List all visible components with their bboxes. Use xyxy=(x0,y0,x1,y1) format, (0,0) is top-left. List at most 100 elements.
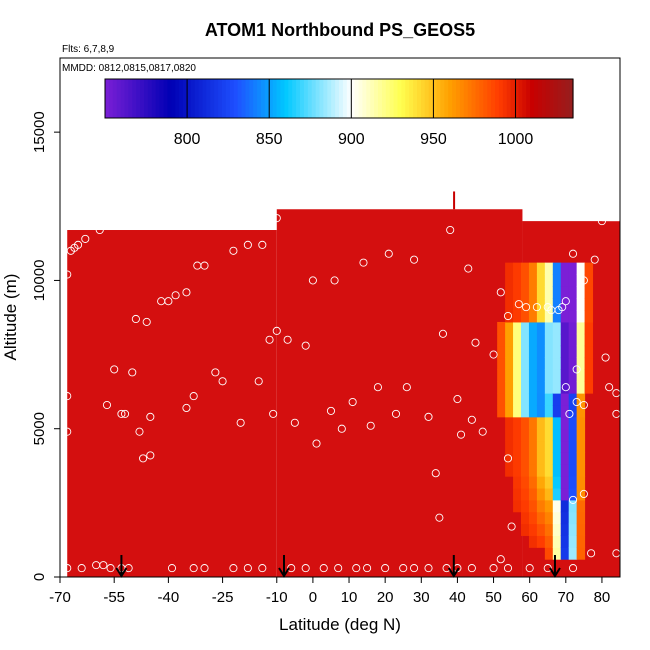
field-cell xyxy=(584,310,594,323)
observation-point xyxy=(229,564,238,573)
arrow-head xyxy=(549,567,561,578)
observation-point xyxy=(568,249,578,258)
field-cell xyxy=(536,369,546,382)
field-cell xyxy=(568,428,578,442)
y-axis: 0 5000 10000 15000 xyxy=(31,111,60,581)
y-tick-label: 5000 xyxy=(31,412,48,445)
field-cell xyxy=(552,476,562,489)
pressure-field xyxy=(67,58,620,578)
field-cell xyxy=(521,274,530,287)
field-cell xyxy=(521,440,530,453)
field-cell xyxy=(536,523,546,536)
field-cell xyxy=(576,310,586,323)
field-cell xyxy=(528,511,538,525)
field-cell xyxy=(544,488,554,501)
field-cell xyxy=(576,404,586,418)
field-cell xyxy=(513,262,522,275)
field-cell xyxy=(536,416,546,430)
field-cell xyxy=(560,428,570,442)
field-cell xyxy=(528,523,538,536)
field-cell xyxy=(536,428,546,442)
observation-point xyxy=(269,409,278,418)
observation-point xyxy=(489,350,498,359)
x-axis: -70 -55 -40 -25 -10 0 10 20 30 40 50 60 70 80 xyxy=(49,577,610,606)
y-axis-label: Altitude (m) xyxy=(1,274,20,361)
field-cell xyxy=(513,274,522,287)
colorbar-segment xyxy=(253,79,258,118)
field-cell xyxy=(552,404,562,418)
observation-point xyxy=(258,564,267,573)
field-cell xyxy=(568,488,578,501)
observation-point xyxy=(189,392,198,401)
observation-point xyxy=(431,469,440,478)
colorbar-tick-label: 900 xyxy=(338,131,365,148)
field-cell xyxy=(552,464,562,477)
field-cell xyxy=(497,321,506,335)
observation-point xyxy=(74,240,83,249)
observation-point xyxy=(352,564,361,573)
observation-point xyxy=(558,303,567,312)
flights-label: Flts: 6,7,8,9 xyxy=(62,44,115,55)
colorbar-segment xyxy=(471,79,477,118)
colorbar-segment xyxy=(424,79,430,118)
field-cell xyxy=(521,416,530,430)
field-cell xyxy=(544,404,554,418)
x-tick-label: 50 xyxy=(485,589,502,606)
colorbar-segment xyxy=(545,79,551,118)
colorbar-segment xyxy=(459,79,465,118)
colorbar-segment xyxy=(335,79,340,118)
x-axis-label: Latitude (deg N) xyxy=(279,615,401,634)
field-cell xyxy=(576,262,586,275)
field-cell xyxy=(497,357,506,370)
observation-point xyxy=(381,564,390,573)
field-cell xyxy=(544,393,554,406)
observation-point xyxy=(543,564,552,573)
field-cell xyxy=(536,488,546,501)
chart-title: ATOM1 Northbound PS_GEOS5 xyxy=(205,20,475,40)
field-cell xyxy=(528,286,538,299)
observation-point xyxy=(384,249,393,258)
observation-point xyxy=(438,329,448,338)
observation-point xyxy=(258,240,267,249)
field-cell xyxy=(552,547,562,560)
colorbar-segment xyxy=(393,79,399,118)
observation-point xyxy=(399,564,408,573)
field-cell xyxy=(544,428,554,442)
colorbar-segment xyxy=(483,79,488,118)
field-cell xyxy=(521,310,530,323)
observation-point xyxy=(142,317,151,326)
y-tick-label: 0 xyxy=(31,573,48,581)
colorbar-segment xyxy=(124,79,129,118)
observation-point xyxy=(348,397,357,407)
field-cell xyxy=(513,369,522,382)
observation-point xyxy=(167,564,177,573)
field-cell xyxy=(528,298,538,311)
observation-point xyxy=(290,418,299,427)
colorbar-segment xyxy=(405,79,410,118)
field-cell xyxy=(521,511,530,525)
field-cell xyxy=(505,393,514,406)
colorbar-segment xyxy=(401,79,406,118)
observation-point xyxy=(572,397,581,407)
colorbar-segment xyxy=(565,79,570,118)
field-cell xyxy=(552,357,562,370)
field-cell xyxy=(521,404,530,418)
field-cell xyxy=(521,488,530,501)
observation-point xyxy=(424,412,433,421)
field-cell xyxy=(528,369,538,382)
colorbar-segment xyxy=(147,79,153,118)
field-region-south xyxy=(67,230,277,578)
field-cell xyxy=(552,274,562,287)
colorbar-segment xyxy=(229,79,235,118)
x-tick-label: -40 xyxy=(158,589,180,606)
field-cell xyxy=(560,262,570,275)
colorbar-segment xyxy=(428,79,434,118)
observation-point xyxy=(590,255,599,264)
colorbar-segment xyxy=(183,79,188,118)
field-cell xyxy=(568,369,578,382)
observation-point xyxy=(106,564,115,573)
colorbar-segment xyxy=(315,79,321,118)
field-cell xyxy=(560,416,570,430)
x-tick-label: 30 xyxy=(413,589,430,606)
observation-point xyxy=(326,406,336,415)
